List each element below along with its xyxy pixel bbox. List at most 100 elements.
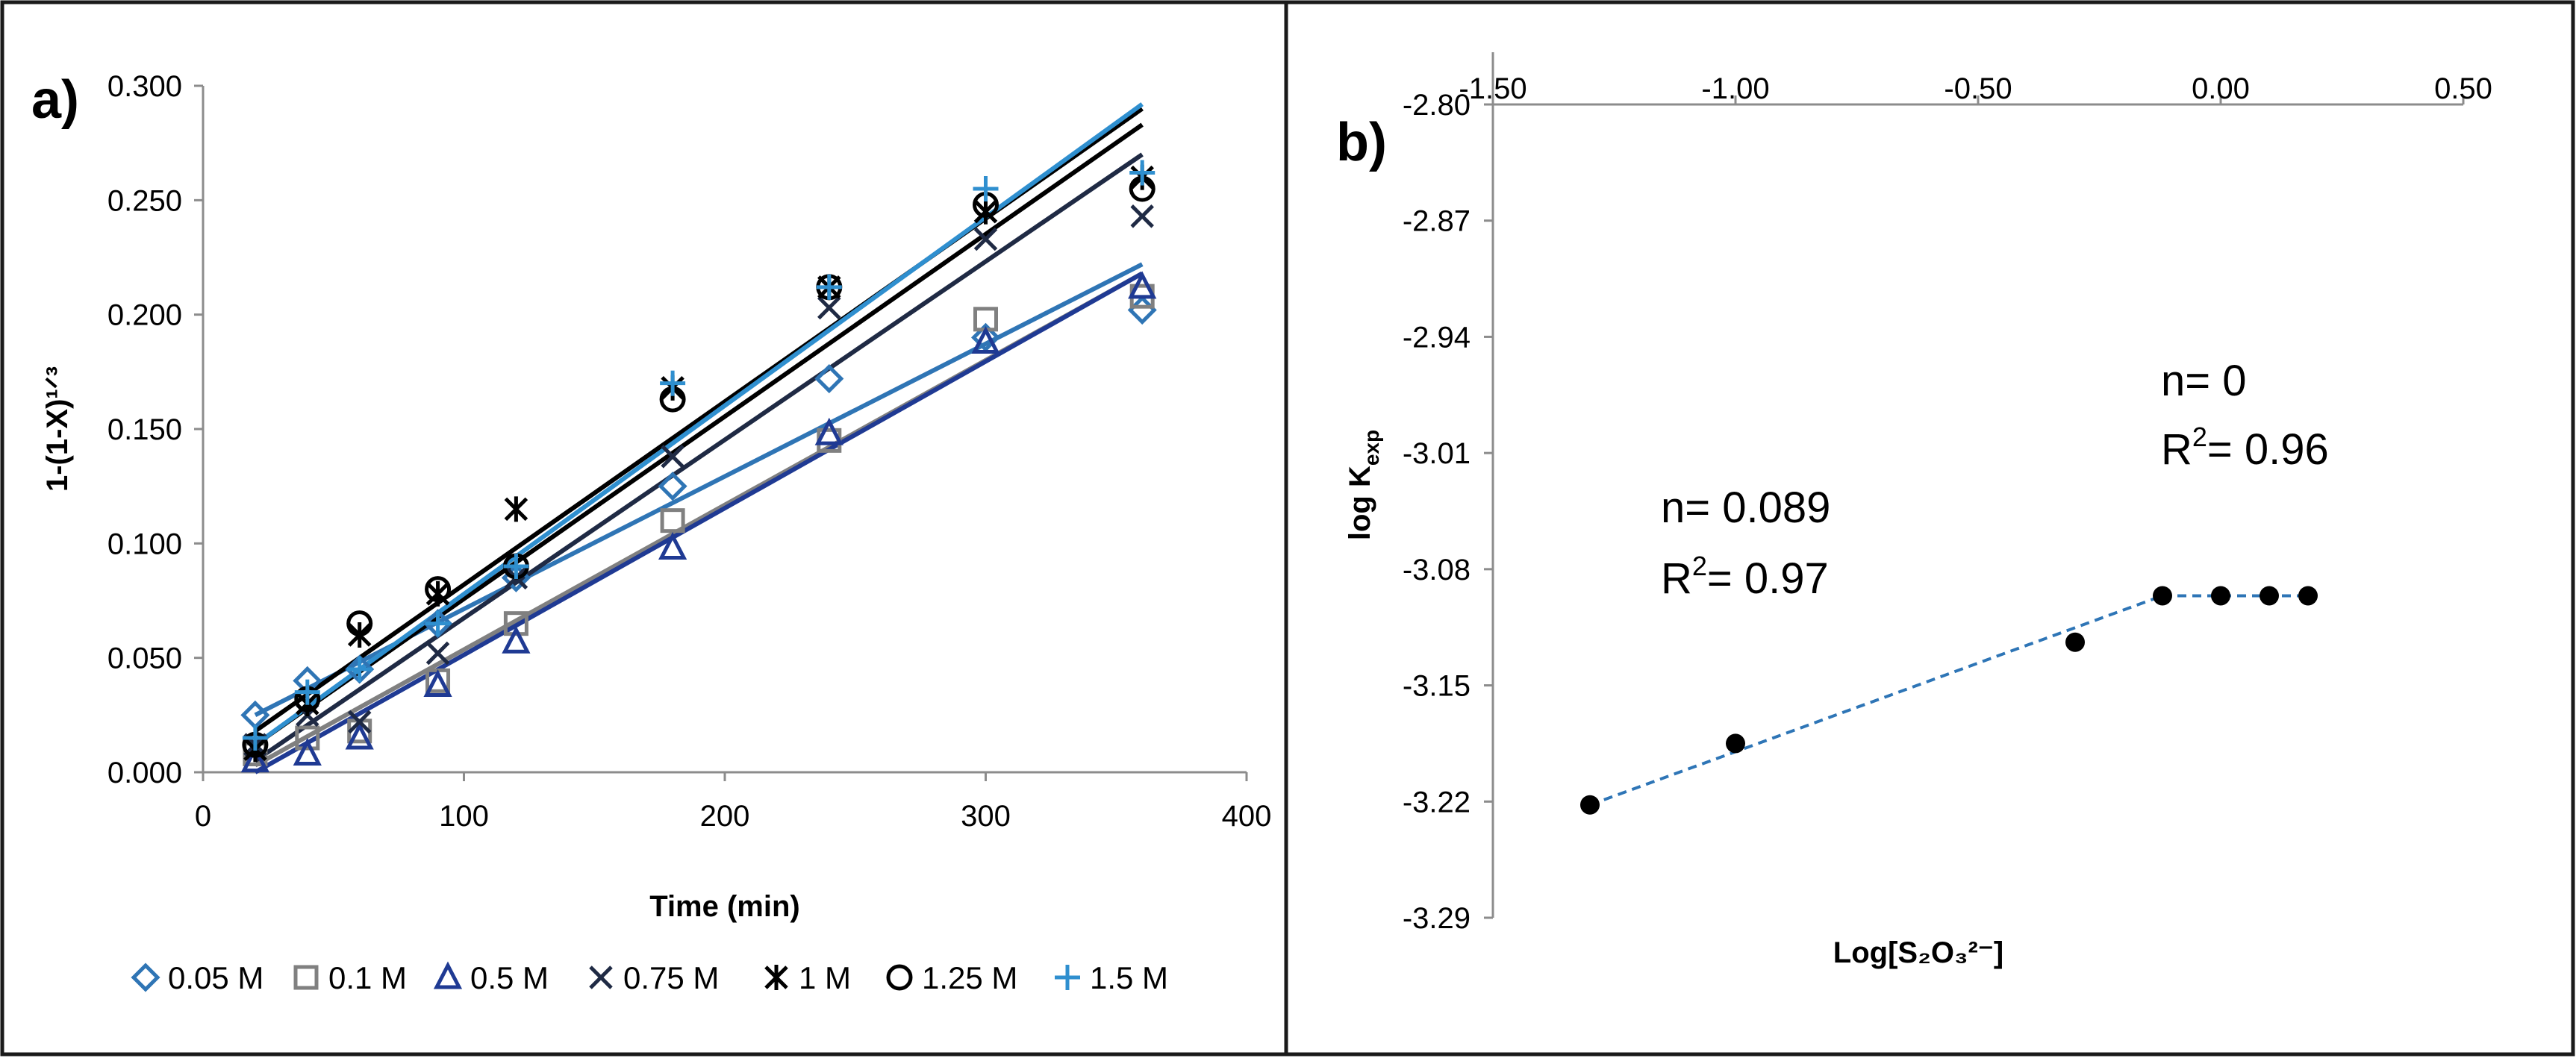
- data-point-1.25m: [425, 576, 452, 603]
- panel-a-y-tick-label: 0.150: [107, 413, 182, 446]
- legend-label: 0.05 M: [168, 960, 263, 995]
- annotation-right: n= 0 R2= 0.96: [2161, 357, 2329, 474]
- panel-a-x-tick-label: 0: [195, 800, 211, 833]
- panel-a-y-tick-label: 0.000: [107, 757, 182, 789]
- data-point-0.75m: [347, 710, 372, 734]
- panel-a-legend: 0.05 M 0.1 M 0.5 M 0.75 M 1 M 1.25 M 1.5 M: [131, 960, 1168, 995]
- data-point-1.5m: [660, 370, 686, 396]
- fit-line-1.5m: [254, 102, 1144, 747]
- data-point-1m: [973, 198, 998, 225]
- panel-a-y-tick-label: 0.200: [107, 299, 182, 332]
- panel-a-x-tick-label: 400: [1222, 800, 1272, 833]
- data-point-0.75m: [973, 227, 998, 251]
- data-point-0.5m: [502, 625, 531, 654]
- data-point-0.5m: [971, 326, 1000, 354]
- panel-b-x-tick-label: -1.50: [1459, 72, 1526, 105]
- data-point-0.1m: [295, 725, 320, 751]
- data-point-1.5m: [294, 679, 320, 705]
- data-point-0.5m: [345, 722, 374, 750]
- data-point-0.1m: [503, 611, 528, 636]
- trend-line-1: [1589, 594, 2163, 807]
- data-point: [2065, 632, 2085, 652]
- panel-b-y-tick-label: -3.29: [1403, 902, 1471, 935]
- panel-b-y-tick-label: -2.87: [1403, 205, 1471, 238]
- data-point: [2153, 586, 2172, 606]
- legend-marker-0.05m: [131, 963, 160, 992]
- panel-b-y-tick-label: -2.94: [1403, 321, 1471, 354]
- legend-label: 0.5 M: [470, 960, 549, 995]
- panel-a-y-tick-label: 0.300: [107, 70, 182, 103]
- panel-b-y-tick-label: -2.80: [1403, 89, 1471, 122]
- data-point-0.75m: [661, 445, 684, 469]
- panel-b-frame: [1284, 0, 2575, 1057]
- annotation-left: n= 0.089 R2= 0.97: [1661, 483, 1830, 603]
- data-point-0.5m: [293, 738, 322, 766]
- panel-b-y-tick-label: -3.01: [1403, 437, 1471, 470]
- data-point-0.5m: [1128, 271, 1157, 299]
- data-point-0.05m: [970, 322, 1001, 352]
- panel-b-x-tick-label: 0.00: [2192, 72, 2250, 105]
- panel-b-y-tick-label: -3.15: [1403, 670, 1471, 703]
- data-point-0.75m: [425, 641, 450, 666]
- panel-b-y-title: log Kexp: [1344, 430, 1383, 540]
- data-point-0.05m: [1127, 295, 1157, 325]
- legend-label: 0.75 M: [623, 960, 719, 995]
- data-point-1.25m: [346, 610, 373, 637]
- panel-b-x-tick-label: -0.50: [1944, 72, 2012, 105]
- panel-a-x-tick-label: 300: [961, 800, 1011, 833]
- panel-a-y-tick-label: 0.100: [107, 528, 182, 560]
- panel-a-label: a): [31, 70, 79, 130]
- data-point-0.05m: [658, 472, 687, 501]
- fit-line-1m: [254, 122, 1144, 747]
- data-point-0.75m: [1130, 204, 1154, 228]
- data-point-1.5m: [346, 657, 372, 682]
- annotation-right-r2: R2= 0.96: [2161, 422, 2329, 474]
- panel-a-x-title: Time (min): [649, 890, 800, 923]
- panel-b-x-title: Log[S₂O₃²⁻]: [1833, 936, 2003, 969]
- data-point: [2298, 586, 2318, 606]
- legend-marker-1.5m: [1055, 965, 1080, 990]
- data-point-0.5m: [423, 669, 452, 697]
- data-point: [1726, 733, 1745, 754]
- legend-label: 0.1 M: [328, 960, 407, 995]
- panel-b-y-tick-label: -3.08: [1403, 554, 1471, 586]
- data-point-1.5m: [503, 554, 529, 579]
- panel-b-x-tick-label: 0.50: [2434, 72, 2492, 105]
- panel-a-y-tick-label: 0.250: [107, 184, 182, 217]
- legend-marker-1m: [764, 965, 788, 990]
- data-point-1.5m: [425, 610, 451, 636]
- panel-a-chart: a) 0 100 200 300 400 0.000 0.050 0.100 0.150 0.20…: [31, 70, 1271, 995]
- annotation-right-n: n= 0: [2161, 357, 2247, 405]
- panel-b-chart: b) -1.50 -1.00 -0.50 0.00 0.50 -2.80 -2.87 -2.9…: [1336, 52, 2492, 969]
- panel-a-x-tick-label: 200: [700, 800, 750, 833]
- fit-line-0.75m: [254, 152, 1144, 763]
- panel-a-y-title: 1-(1-X)¹ᐟ³: [41, 366, 74, 492]
- fit-line-0.5m: [254, 271, 1144, 774]
- legend-marker-0.5m: [433, 961, 463, 989]
- data-point-1m: [504, 496, 528, 522]
- legend-label: 1.5 M: [1090, 960, 1168, 995]
- legend-marker-0.1m: [293, 965, 319, 990]
- annotation-left-n: n= 0.089: [1661, 483, 1830, 532]
- panel-b-x-tick-label: -1.00: [1701, 72, 1769, 105]
- data-point-1.5m: [973, 176, 999, 201]
- data-point-0.5m: [814, 417, 843, 445]
- legend-label: 1 M: [799, 960, 851, 995]
- legend-marker-0.75m: [589, 965, 613, 989]
- data-point: [2211, 586, 2230, 606]
- data-point: [1580, 795, 1600, 815]
- legend-label: 1.25 M: [922, 960, 1017, 995]
- data-point-1.5m: [1129, 160, 1156, 186]
- data-point-0.5m: [240, 745, 270, 773]
- data-point-1m: [425, 580, 450, 607]
- data-point-0.75m: [817, 295, 841, 320]
- data-point-0.05m: [814, 363, 844, 394]
- data-point-1.5m: [816, 274, 842, 300]
- data-point: [2260, 586, 2279, 606]
- data-point-0.1m: [660, 508, 685, 533]
- data-point-1.5m: [242, 725, 268, 751]
- panel-b-y-tick-label: -3.22: [1403, 786, 1471, 819]
- panel-a-x-tick-label: 100: [439, 800, 489, 833]
- annotation-left-r2: R2= 0.97: [1661, 551, 1829, 603]
- legend-marker-1.25m: [886, 964, 913, 991]
